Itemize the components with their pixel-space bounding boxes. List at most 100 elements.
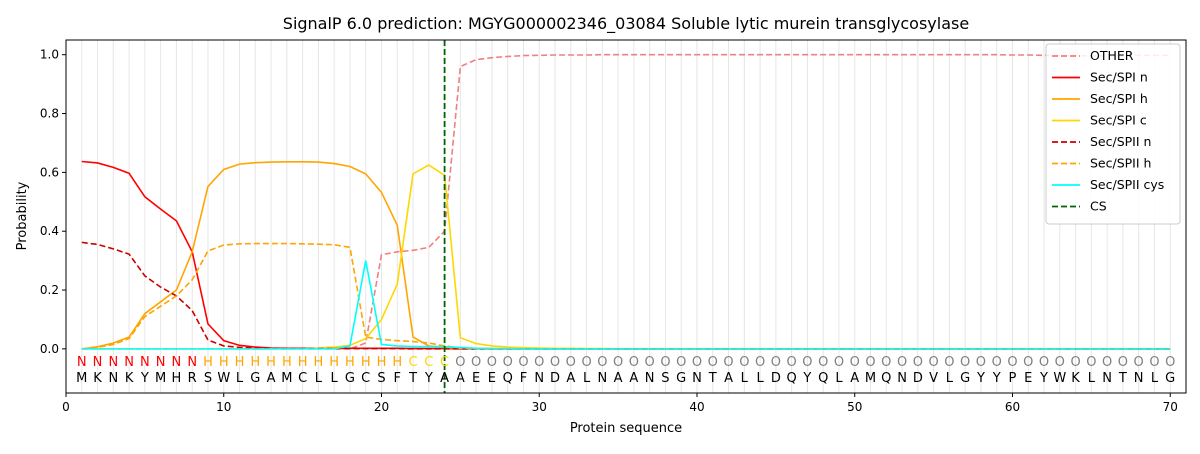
y-axis-ticks: 0.0 0.2 0.4 0.6 0.8 1.0 [40, 48, 66, 356]
x-tick-label: 70 [1163, 400, 1178, 414]
region-label: O [1039, 355, 1049, 370]
region-label: O [755, 355, 765, 370]
x-tick-label: 60 [1005, 400, 1020, 414]
legend-label: Sec/SPII h [1090, 156, 1151, 171]
residue-letter: L [741, 371, 749, 386]
region-label: H [329, 355, 339, 370]
region-label: O [471, 355, 481, 370]
residue-letter: H [172, 371, 182, 386]
legend-label: Sec/SPI c [1090, 113, 1147, 128]
y-tick-label: 0.4 [40, 224, 59, 238]
region-label: O [455, 355, 465, 370]
region-label: O [1086, 355, 1096, 370]
y-tick-label: 0.6 [40, 165, 59, 179]
residue-letter: A [850, 371, 859, 386]
residue-letter: L [583, 371, 591, 386]
residue-letter: S [204, 371, 212, 386]
region-label: O [771, 355, 781, 370]
residue-letter: D [913, 371, 923, 386]
region-label: O [787, 355, 797, 370]
region-label: H [235, 355, 245, 370]
region-label: O [1007, 355, 1017, 370]
residue-letter: N [645, 371, 655, 386]
residue-letter: T [1118, 371, 1127, 386]
residue-letter: C [298, 371, 307, 386]
region-label: O [850, 355, 860, 370]
residue-letter: G [960, 371, 970, 386]
residue-letter: A [440, 371, 449, 386]
residue-letter: P [1009, 371, 1017, 386]
residue-letter: M [865, 371, 876, 386]
region-label: O [676, 355, 686, 370]
region-label: O [566, 355, 576, 370]
residue-letter: N [597, 371, 607, 386]
residue-letter: Y [1039, 371, 1048, 386]
residue-letter: L [756, 371, 764, 386]
region-label: O [802, 355, 812, 370]
residue-letter: W [1053, 371, 1066, 386]
region-label: O [1165, 355, 1175, 370]
residue-letter: W [217, 371, 230, 386]
residue-letter: K [125, 371, 134, 386]
residue-letter: Q [818, 371, 828, 386]
chart-title: SignalP 6.0 prediction: MGYG000002346_03… [283, 14, 969, 34]
legend-label: CS [1090, 199, 1107, 214]
residue-letter: G [250, 371, 260, 386]
x-axis-label: Protein sequence [570, 421, 682, 436]
region-label: H [345, 355, 355, 370]
residue-letter: M [281, 371, 292, 386]
legend-label: Sec/SPII n [1090, 134, 1151, 149]
region-label: O [881, 355, 891, 370]
region-label: H [219, 355, 229, 370]
region-label: O [581, 355, 591, 370]
residue-letter: L [1088, 371, 1096, 386]
region-label: O [1102, 355, 1112, 370]
residue-letter: G [345, 371, 355, 386]
region-label: O [487, 355, 497, 370]
legend-label: Sec/SPI n [1090, 70, 1148, 85]
region-label: O [1023, 355, 1033, 370]
region-label: O [723, 355, 733, 370]
region-label: H [361, 355, 371, 370]
region-label: O [1070, 355, 1080, 370]
series-line-sec-spii-cys [81, 260, 1171, 350]
region-label: N [108, 355, 118, 370]
region-label: O [692, 355, 702, 370]
residue-letter: D [550, 371, 560, 386]
residue-letter: Q [787, 371, 797, 386]
series-lines [81, 53, 1171, 350]
residue-letter: K [1071, 371, 1080, 386]
residue-letter: A [566, 371, 575, 386]
region-label: N [93, 355, 103, 370]
region-label: O [1149, 355, 1159, 370]
region-label: C [409, 355, 418, 370]
y-tick-label: 0.0 [40, 342, 59, 356]
residue-letter: L [835, 371, 843, 386]
residue-letter: A [456, 371, 465, 386]
region-label: N [156, 355, 166, 370]
legend-label: Sec/SPII cys [1090, 177, 1164, 192]
legend-label: OTHER [1090, 48, 1134, 63]
region-label: N [77, 355, 87, 370]
region-label: O [613, 355, 623, 370]
region-label: O [518, 355, 528, 370]
residue-letter: E [488, 371, 496, 386]
residue-letter: E [1024, 371, 1032, 386]
residue-letter: L [331, 371, 339, 386]
y-tick-label: 0.2 [40, 283, 59, 297]
residue-letter: M [155, 371, 166, 386]
residue-letter: F [394, 371, 401, 386]
region-label: C [440, 355, 449, 370]
region-label: O [834, 355, 844, 370]
region-label: O [550, 355, 560, 370]
residue-letter: R [188, 371, 197, 386]
residue-letter: Y [992, 371, 1001, 386]
region-label: O [708, 355, 718, 370]
region-label: O [739, 355, 749, 370]
x-tick-label: 20 [374, 400, 389, 414]
residue-letter: S [377, 371, 385, 386]
region-label: N [124, 355, 134, 370]
region-label: N [187, 355, 197, 370]
region-label: H [282, 355, 292, 370]
